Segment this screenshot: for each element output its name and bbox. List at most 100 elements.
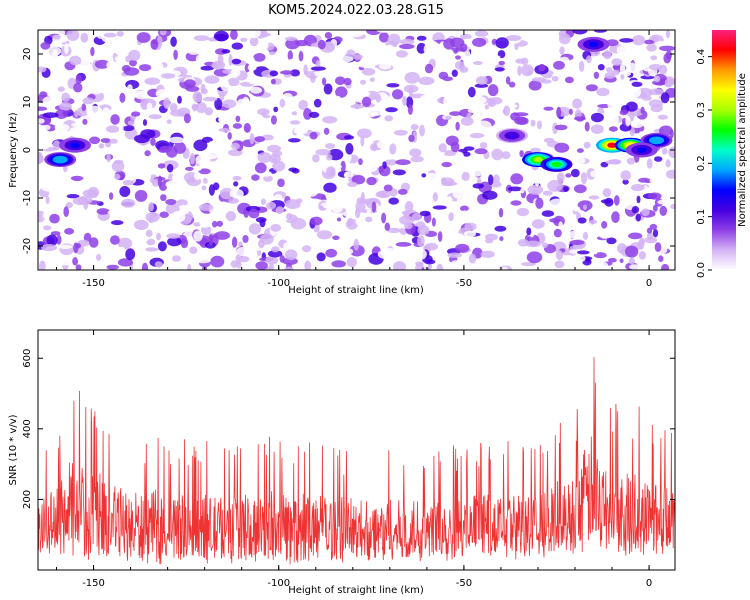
heatmap-cell [355,216,369,227]
heatmap-cell [257,108,270,116]
heatmap-cell [399,215,414,225]
heatmap-cell [487,97,497,108]
heatmap-cell [412,212,422,221]
heatmap-cell [535,197,544,209]
heatmap-cell [159,30,167,36]
heatmap-cell [467,86,476,98]
heatmap-cell [592,244,599,255]
heatmap-cell [508,81,516,88]
heatmap-cell [631,206,640,214]
heatmap-cell [201,250,207,256]
heatmap-cell [603,50,612,60]
heatmap-cell [264,37,269,50]
heatmap-cell [517,239,530,247]
y-tick-label: 10 [22,96,33,109]
heatmap-cell [357,128,372,139]
heatmap-cell [193,230,203,242]
heatmap-cell [419,144,434,152]
heatmap-cell [589,219,598,224]
heatmap-cell [548,198,565,209]
heatmap-cell [573,157,586,165]
heatmap-cell [314,165,322,177]
heatmap-cell [366,263,376,270]
heatmap-cell [302,245,312,253]
heatmap-cell [600,229,609,239]
heatmap-cell [600,262,609,270]
heatmap-cell [144,77,161,85]
heatmap-cell [198,204,213,211]
heatmap-cell [487,84,499,97]
heatmap-cell [568,230,582,239]
heatmap-cell [628,257,635,265]
heatmap-cell [270,78,276,85]
heatmap-cell [578,60,585,72]
heatmap-cell [352,54,363,60]
heatmap-cell [459,66,469,73]
heatmap-cell [125,55,131,63]
x-tick-label: -100 [267,578,290,589]
heatmap-cell [491,148,504,161]
heatmap-cell [640,106,645,115]
colorbar-gradient [712,30,736,270]
heatmap-cell [200,225,212,236]
x-tick-label: -150 [82,578,105,589]
heatmap-cell [600,161,609,168]
heatmap-cell [383,184,393,192]
heatmap-cell [472,37,487,48]
heatmap-cell [659,45,675,52]
heatmap-cell [346,248,354,255]
heatmap-cell [370,111,382,116]
heatmap-cell [459,205,469,212]
heatmap-cell [606,237,617,245]
heatmap-cell [57,86,65,92]
heatmap-cell [521,262,536,267]
heatmap-cell [235,115,241,123]
heatmap-cell [286,213,293,220]
heatmap-cell [445,197,452,210]
heatmap-cell [290,69,300,77]
heatmap-cell [510,200,522,206]
heatmap-cell [395,242,412,247]
heatmap-cell [282,114,296,120]
heatmap-cell [82,97,95,105]
heatmap-cell [322,77,327,86]
heatmap-cell [455,121,460,131]
heatmap-cell [459,43,468,52]
heatmap-cell [55,109,68,120]
heatmap-cell [303,64,308,76]
heatmap-cell [106,125,120,133]
heatmap-cell [102,224,115,229]
heatmap-cell [159,211,169,218]
heatmap-cell [343,135,355,140]
heatmap-y-ticks: -20 -10 0 10 20 [22,48,675,254]
heatmap-cell [38,118,45,124]
heatmap-cell [70,175,84,181]
heatmap-cell [80,209,87,216]
heatmap-cell [629,264,640,270]
heatmap-cell [110,235,120,245]
heatmap-cell [303,185,319,197]
heatmap-cell [619,222,630,231]
heatmap-cell [216,201,231,210]
heatmap-cell [361,96,372,108]
heatmap-cell [641,208,650,217]
heatmap-cell [460,33,472,40]
heatmap-cell [267,250,283,258]
heatmap-cell [82,118,88,125]
heatmap-cell [148,114,162,120]
heatmap-cell [108,192,114,200]
heatmap-cell [210,255,225,268]
heatmap-cell [378,32,390,43]
heatmap-cell [504,223,510,234]
heatmap-cell [133,219,149,230]
heatmap-cell [249,36,259,47]
heatmap-cell [487,260,497,267]
heatmap-cell [410,155,424,163]
heatmap-cell [242,96,250,107]
heatmap-cell [441,161,453,168]
heatmap-cell [86,38,94,48]
heatmap-cell [270,224,282,232]
heatmap-cell [450,260,462,268]
heatmap-cell [384,115,394,122]
heatmap-cell [42,112,59,118]
